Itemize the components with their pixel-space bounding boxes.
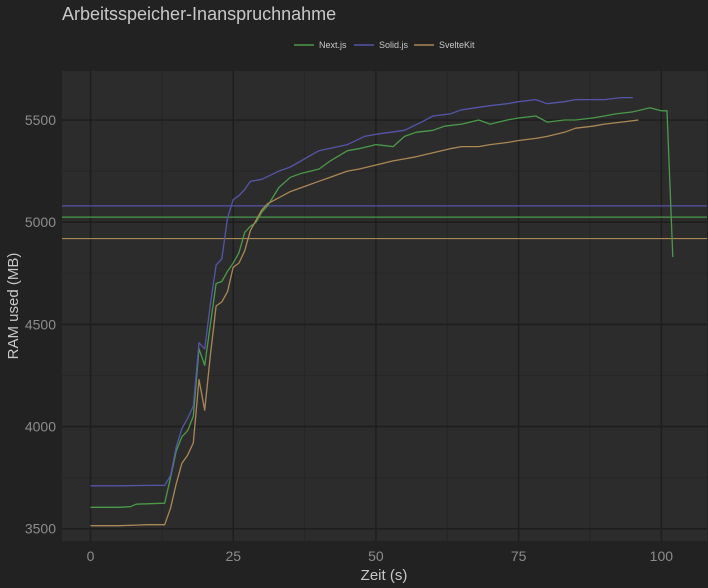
x-axis-ticks: 0 25 50 75 100 — [87, 548, 674, 564]
y-tick-label: 4000 — [25, 419, 56, 435]
x-tick-label: 25 — [225, 548, 241, 564]
plot-panel — [62, 71, 707, 541]
x-axis-label: Zeit (s) — [361, 567, 408, 584]
legend: Next.js Solid.js SvelteKit — [294, 40, 475, 50]
y-tick-label: 5000 — [25, 214, 56, 230]
y-tick-label: 3500 — [25, 521, 56, 537]
y-axis-label: RAM used (MB) — [5, 253, 22, 360]
chart-title: Arbeitsspeicher-Inanspruchnahme — [62, 4, 336, 24]
series-line-sveltekit — [90, 119, 639, 527]
series-line-solid-js — [90, 96, 633, 487]
x-tick-label: 100 — [650, 548, 674, 564]
mean-lines — [62, 205, 707, 240]
y-tick-label: 5500 — [25, 112, 56, 128]
y-axis-ticks: 3500 4000 4500 5000 5500 — [25, 112, 56, 537]
legend-label: Solid.js — [379, 40, 409, 50]
y-tick-label: 4500 — [25, 316, 56, 332]
legend-label: SvelteKit — [439, 40, 475, 50]
x-tick-label: 50 — [368, 548, 384, 564]
legend-label: Next.js — [319, 40, 347, 50]
series-line-next-js — [90, 107, 674, 508]
series-lines — [90, 96, 674, 527]
x-tick-label: 0 — [87, 548, 95, 564]
x-tick-label: 75 — [511, 548, 527, 564]
